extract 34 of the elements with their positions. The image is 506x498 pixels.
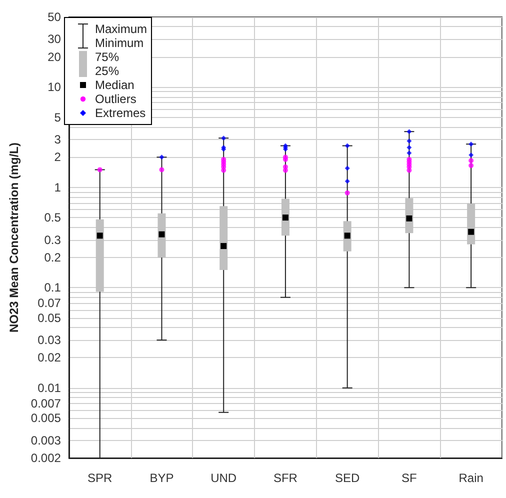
- y-tick-label: 0.002: [30, 451, 62, 465]
- x-tick-label: SF: [402, 471, 417, 485]
- y-tick-label: 0.07: [38, 296, 62, 310]
- y-tick-label: 3: [54, 132, 62, 147]
- y-tick-label: 10: [48, 80, 62, 94]
- annotation: Maximum Minimum: [95, 22, 148, 50]
- x-tick-label: UND: [210, 471, 237, 485]
- legend-label: Outliers: [95, 92, 136, 106]
- x-tick-label: Rain: [458, 471, 484, 485]
- y-tick-label: 0.01: [38, 380, 62, 395]
- y-tick-label: 0.5: [44, 210, 62, 225]
- y-tick-label: 2: [54, 150, 62, 164]
- annotation: Median: [95, 78, 134, 92]
- x-tick-label: SFR: [273, 471, 298, 485]
- y-tick-label: 0.003: [30, 433, 62, 448]
- x-tick-label: SPR: [88, 471, 113, 485]
- y-axis-title: NO23 Mean Concentration (mg/L): [7, 142, 21, 333]
- y-tick-label: 50: [48, 10, 62, 24]
- y-tick-label: 0.03: [38, 333, 62, 348]
- y-tick-label: 0.2: [44, 250, 62, 264]
- y-tick-label: 5: [54, 110, 62, 124]
- y-tick-label: 0.02: [38, 350, 62, 365]
- y-tick-label: 0.3: [44, 232, 62, 247]
- legend-label: Extremes: [95, 106, 146, 120]
- y-tick-label: 0.1: [44, 280, 62, 295]
- y-tick-label: 30: [48, 32, 62, 46]
- x-tick-label: SED: [334, 471, 360, 485]
- y-tick-label: 0.05: [38, 310, 62, 325]
- legend-label: 75% 25%: [95, 50, 120, 78]
- y-tick-label: 20: [48, 50, 62, 64]
- y-tick-label: 0.007: [30, 396, 62, 410]
- y-tick-label: 1: [54, 180, 62, 194]
- y-tick-label: 0.005: [30, 411, 62, 426]
- x-tick-label: BYP: [150, 471, 174, 485]
